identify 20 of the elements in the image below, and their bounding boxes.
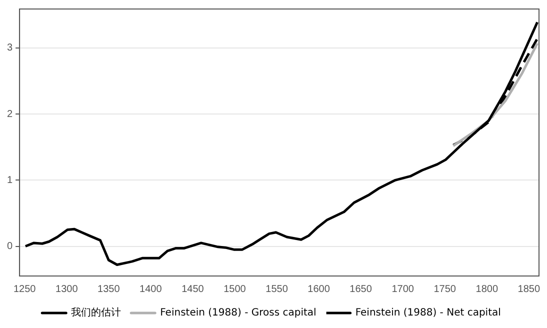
- x-tick-label: 1400: [140, 284, 162, 295]
- x-tick-label: 1300: [56, 284, 78, 295]
- x-tick-label: 1250: [13, 284, 36, 295]
- x-tick-label: 1650: [350, 284, 372, 295]
- legend-label: Feinstein (1988) - Gross capital: [160, 308, 316, 319]
- x-tick-label: 1350: [98, 284, 120, 295]
- x-tick-label: 1550: [266, 284, 288, 295]
- legend-label: 我们的估计: [71, 306, 122, 319]
- y-tick-label: 3: [7, 42, 13, 54]
- y-tick-label: 1: [7, 174, 13, 186]
- y-tick-label: 2: [7, 108, 13, 120]
- x-tick-label: 1450: [182, 284, 204, 295]
- x-tick-label: 1500: [224, 284, 246, 295]
- x-tick-label: 1850: [518, 284, 540, 295]
- x-tick-label: 1600: [308, 284, 330, 295]
- y-tick-label: 0: [7, 241, 13, 252]
- x-tick-label: 1700: [392, 284, 414, 295]
- x-tick-label: 1750: [434, 284, 456, 295]
- legend-label: Feinstein (1988) - Net capital: [355, 308, 501, 319]
- x-tick-label: 1800: [476, 284, 498, 295]
